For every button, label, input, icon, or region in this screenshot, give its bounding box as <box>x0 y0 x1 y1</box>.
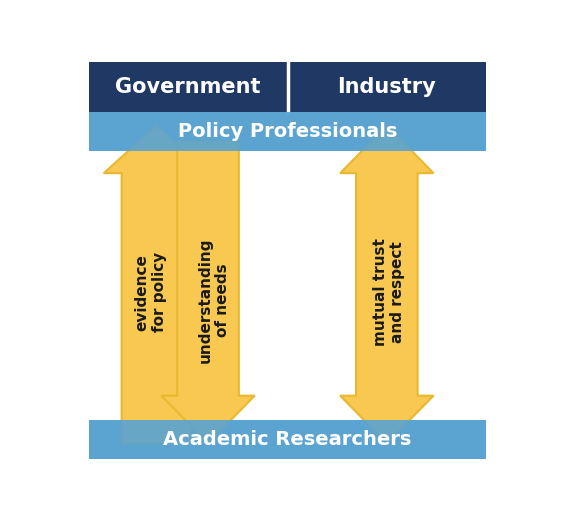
Bar <box>89 420 486 459</box>
Bar <box>89 420 486 459</box>
Text: Government: Government <box>116 76 261 96</box>
Text: Industry: Industry <box>338 76 436 96</box>
Text: evidence
for policy: evidence for policy <box>134 252 167 332</box>
Polygon shape <box>104 125 209 443</box>
Bar <box>89 111 486 151</box>
Text: Academic Researchers: Academic Researchers <box>163 430 412 449</box>
Text: Academic Researchers: Academic Researchers <box>163 430 412 449</box>
Polygon shape <box>340 125 434 443</box>
Text: understanding
of needs: understanding of needs <box>198 237 230 363</box>
Bar <box>89 111 486 151</box>
Polygon shape <box>162 141 255 443</box>
Bar <box>89 62 486 111</box>
Text: Policy Professionals: Policy Professionals <box>178 122 397 141</box>
Text: Policy Professionals: Policy Professionals <box>178 122 397 141</box>
Text: mutual trust
and respect: mutual trust and respect <box>373 238 405 346</box>
